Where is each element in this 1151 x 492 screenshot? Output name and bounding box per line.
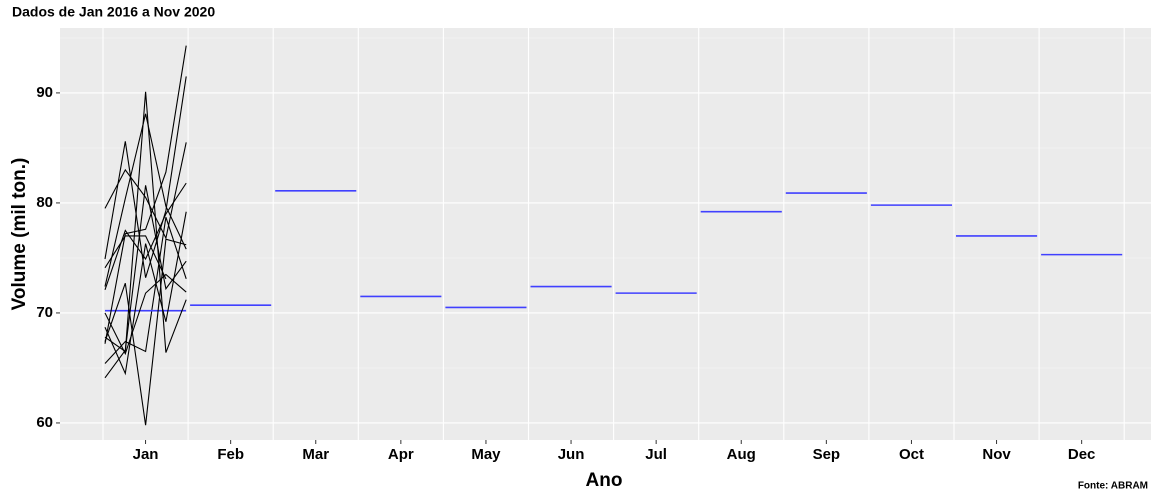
subseries-line (104, 45, 187, 344)
x-tick-label: Dec (1068, 446, 1096, 463)
subseries-line (104, 113, 187, 287)
subseries-line (104, 91, 187, 353)
y-tick-label: 70 (36, 304, 53, 321)
x-tick-label: Feb (217, 446, 244, 463)
x-tick-label: Aug (727, 446, 756, 463)
x-tick-label: May (471, 446, 501, 463)
x-tick-label: Nov (982, 446, 1011, 463)
caption: Fonte: ABRAM (1078, 481, 1148, 492)
y-tick-label: 90 (36, 84, 53, 101)
y-tick-label: 80 (36, 194, 53, 211)
subseries-line (104, 217, 187, 364)
subseries-line (104, 185, 187, 379)
x-tick-label: Apr (388, 446, 414, 463)
y-axis-label: Volume (mil ton.) (9, 158, 30, 311)
subseries-line (104, 182, 187, 291)
y-tick-label: 60 (36, 414, 53, 431)
x-tick-label: Jul (645, 446, 667, 463)
subseries-line (104, 211, 187, 376)
chart-title: Dados de Jan 2016 a Nov 2020 (12, 4, 215, 20)
x-tick-label: Sep (813, 446, 841, 463)
subseries-line (104, 238, 187, 426)
x-axis-label: Ano (586, 470, 623, 491)
x-tick-label: Mar (302, 446, 329, 463)
subseries-line (104, 76, 187, 278)
panel (60, 28, 1151, 440)
x-tick-label: Jan (133, 446, 159, 463)
subseries-line (104, 235, 167, 280)
x-tick-label: Oct (899, 446, 924, 463)
x-tick-label: Jun (558, 446, 585, 463)
